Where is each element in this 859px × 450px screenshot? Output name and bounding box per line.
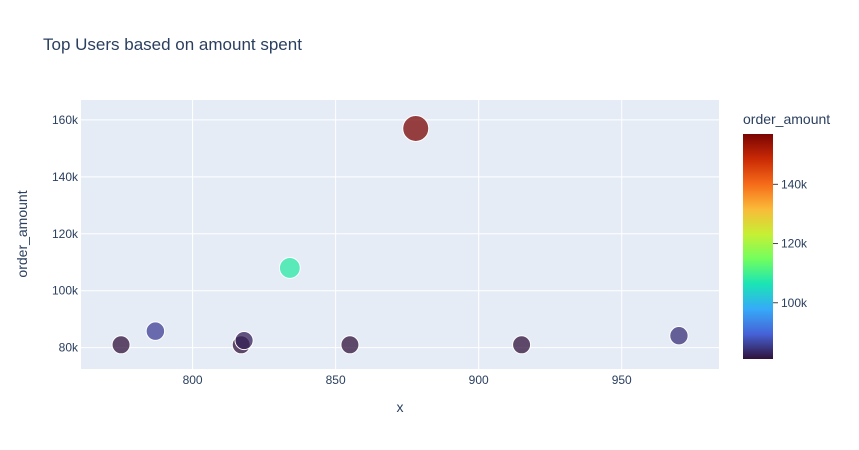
colorbar-tick-label: 120k xyxy=(781,237,808,251)
colorbar-ticks: 100k 120k 140k xyxy=(773,177,808,310)
colorbar-title: order_amount xyxy=(743,111,830,127)
data-point[interactable] xyxy=(512,335,532,355)
x-tick-label: 950 xyxy=(612,373,632,387)
colorbar xyxy=(743,134,773,359)
y-axis-label: order_amount xyxy=(14,190,30,277)
data-point[interactable] xyxy=(669,326,689,346)
data-point[interactable] xyxy=(278,257,301,279)
y-tick-label: 120k xyxy=(52,227,79,241)
x-tick-label: 800 xyxy=(183,373,203,387)
grid-lines xyxy=(81,100,719,369)
x-tick-label: 850 xyxy=(326,373,346,387)
y-tick-label: 100k xyxy=(52,284,79,298)
x-tick-label: 900 xyxy=(469,373,489,387)
data-point[interactable] xyxy=(402,114,430,142)
chart-title: Top Users based on amount spent xyxy=(43,35,302,54)
data-point[interactable] xyxy=(234,330,254,351)
x-axis-label: x xyxy=(397,399,404,415)
colorbar-tick-label: 140k xyxy=(781,177,808,191)
y-axis-ticks: 80k 100k 120k 140k 160k xyxy=(52,113,79,355)
data-point[interactable] xyxy=(145,321,166,341)
y-tick-label: 140k xyxy=(52,170,79,184)
y-tick-label: 80k xyxy=(59,341,79,355)
data-point[interactable] xyxy=(111,335,131,355)
y-tick-label: 160k xyxy=(52,113,79,127)
colorbar-tick-label: 100k xyxy=(781,296,808,310)
data-point[interactable] xyxy=(340,335,360,355)
x-axis-ticks: 800 850 900 950 xyxy=(183,373,632,387)
data-points xyxy=(111,114,689,355)
plot-area xyxy=(81,100,719,369)
